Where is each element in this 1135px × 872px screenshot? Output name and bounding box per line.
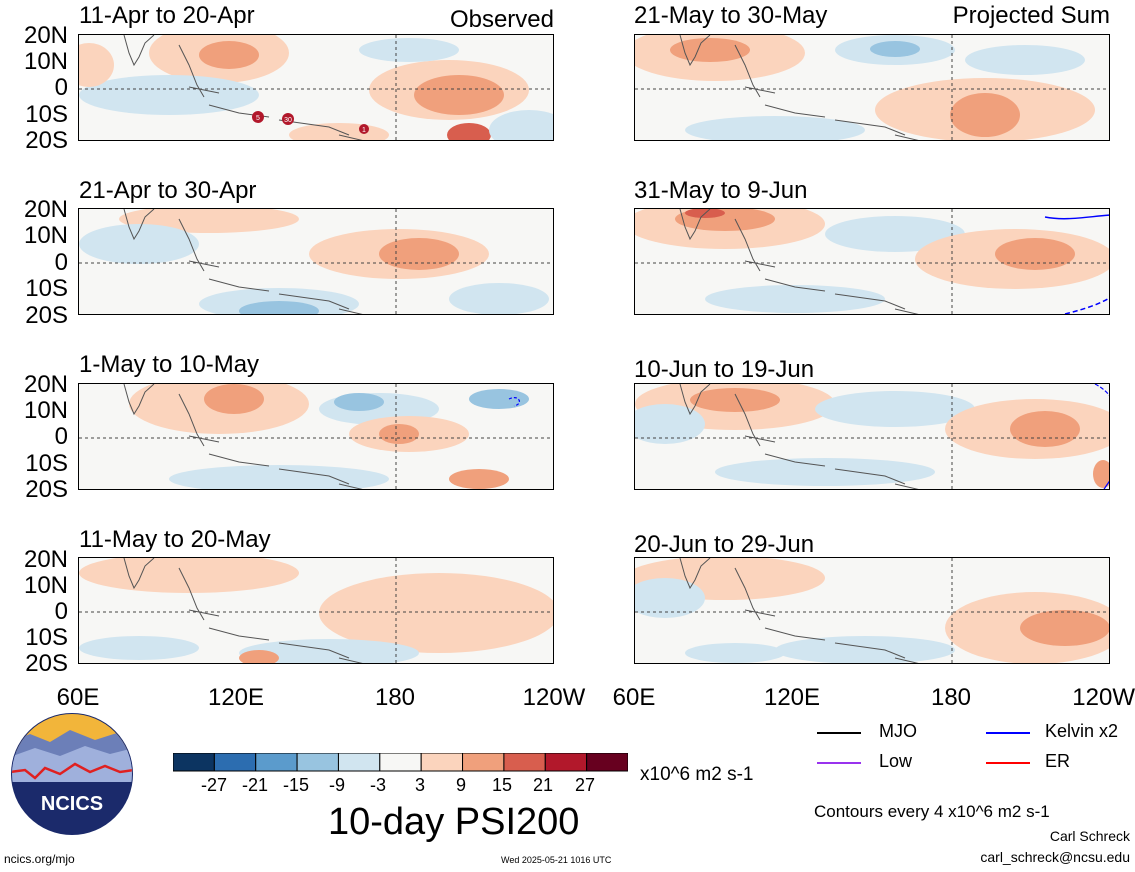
legend-label: Kelvin x2 (1045, 721, 1119, 741)
storm-marker: 1 (362, 127, 366, 134)
map-panel-projected-4 (634, 557, 1110, 664)
lat-label: 0 (54, 249, 68, 276)
lon-label: 60E (56, 684, 100, 711)
logo-text: NCICS (41, 793, 103, 815)
lon-label: 120W (522, 684, 586, 711)
colorbar-tick-label: 15 (491, 775, 513, 795)
colorbar-cell (462, 752, 505, 772)
panel-title: 21-Apr to 30-Apr (79, 177, 257, 204)
lat-label: 20N (23, 196, 68, 223)
colorbar-cell (255, 752, 298, 772)
panel-title: 21-May to 30-May (634, 2, 828, 29)
colorbar-tick-label: 9 (455, 775, 466, 795)
panel-title: 11-May to 20-May (79, 526, 271, 553)
author: Carl Schreck (1049, 828, 1130, 844)
lat-label: 20S (25, 476, 68, 503)
legend-line-er (986, 762, 1030, 764)
colorbar-cell (172, 752, 215, 772)
lat-label: 20N (23, 546, 68, 573)
contours-note: Contours every 4 x10^6 m2 s-1 (814, 802, 1050, 821)
map-panel-projected-1 (634, 34, 1110, 141)
colorbar-cell (503, 752, 546, 772)
panel-title: 1-May to 10-May (79, 351, 260, 378)
map-panel-observed-3 (78, 383, 554, 490)
colorbar-tick-label: 27 (574, 775, 596, 795)
map-panel-observed-2 (78, 208, 554, 315)
colorbar-cell (296, 752, 339, 772)
colorbar-tick-label: -15 (282, 775, 309, 795)
colorbar-cell (544, 752, 588, 772)
storm-marker: 5 (256, 115, 260, 122)
legend-label: ER (1045, 751, 1071, 771)
legend-line-kelvin (986, 732, 1030, 734)
email: carl_schreck@ncsu.edu (980, 849, 1130, 865)
colorbar-tick-label: -21 (241, 775, 268, 795)
lat-label: 10N (23, 48, 68, 75)
lon-label: 120E (763, 684, 821, 711)
colorbar-tick-label: 21 (532, 775, 554, 795)
lat-label: 10N (23, 572, 68, 599)
legend-label: MJO (879, 721, 917, 741)
colorbar-cell (337, 752, 381, 772)
lon-label: 60E (612, 684, 656, 711)
lat-label: 0 (54, 74, 68, 101)
lat-label: 20S (25, 650, 68, 677)
lat-label: 10N (23, 397, 68, 424)
panel-title: 10-Jun to 19-Jun (634, 356, 815, 383)
lat-label: 20N (23, 371, 68, 398)
map-panel-observed-4 (78, 557, 554, 664)
colorbar-tick-label: -3 (369, 775, 386, 795)
lat-label: 20N (23, 22, 68, 49)
legend-line-low (817, 762, 861, 764)
colorbar-cell (420, 752, 464, 772)
storm-marker: 30 (284, 117, 292, 124)
lon-label: 120E (207, 684, 265, 711)
legend-line-mjo (817, 732, 861, 734)
colorbar-tick-label: -9 (328, 775, 345, 795)
colorbar-units: x10^6 m2 s-1 (640, 764, 754, 785)
panel-title: 20-Jun to 29-Jun (634, 531, 815, 558)
colorbar-cell (379, 752, 422, 772)
lat-label: 20S (25, 302, 68, 329)
site-url: ncics.org/mjo (4, 852, 75, 866)
lat-label: 10N (23, 222, 68, 249)
lon-label: 180 (930, 684, 972, 711)
panel-title: 11-Apr to 20-Apr (79, 2, 255, 29)
lat-label: 10S (25, 450, 68, 477)
map-panel-projected-2 (634, 208, 1110, 315)
panel-title: 31-May to 9-Jun (634, 177, 808, 204)
ncics-logo: NCICS (10, 712, 134, 836)
colorbar-cell (213, 752, 257, 772)
colorbar-cell (586, 752, 629, 772)
colorbar (172, 752, 629, 778)
main-title: 10-day PSI200 (328, 801, 580, 843)
lon-label: 120W (1072, 684, 1135, 711)
lon-label: 180 (374, 684, 416, 711)
legend-label: Low (879, 751, 913, 771)
colorbar-tick-label: -27 (200, 775, 227, 795)
lat-label: 10S (25, 275, 68, 302)
lat-label: 10S (25, 624, 68, 651)
map-panel-projected-3 (634, 383, 1110, 490)
panel-tag-observed: Observed (449, 6, 554, 33)
lat-label: 20S (25, 127, 68, 154)
panel-tag-projected: Projected Sum (952, 2, 1110, 29)
timestamp: Wed 2025-05-21 1016 UTC (501, 855, 612, 865)
map-panel-observed-1: 5 30 1 (78, 34, 554, 141)
lat-label: 0 (54, 598, 68, 625)
colorbar-tick-label: 3 (414, 775, 425, 795)
lat-label: 0 (54, 423, 68, 450)
lat-label: 10S (25, 101, 68, 128)
